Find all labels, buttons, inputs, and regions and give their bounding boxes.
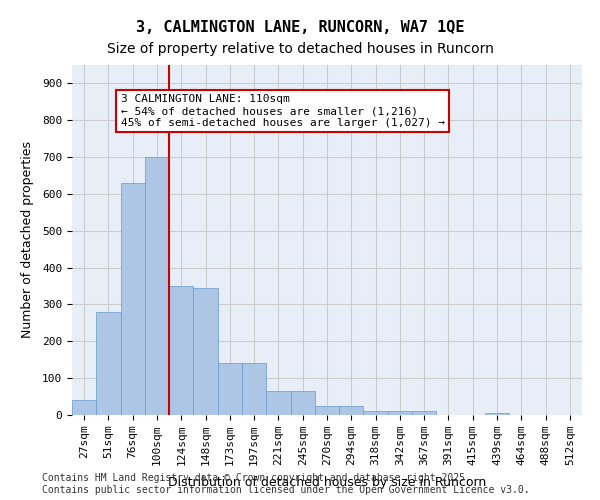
Bar <box>193 288 218 415</box>
Bar <box>315 406 339 415</box>
Bar <box>96 312 121 415</box>
Bar <box>266 391 290 415</box>
Bar <box>72 400 96 415</box>
Text: 3 CALMINGTON LANE: 110sqm
← 54% of detached houses are smaller (1,216)
45% of se: 3 CALMINGTON LANE: 110sqm ← 54% of detac… <box>121 94 445 128</box>
X-axis label: Distribution of detached houses by size in Runcorn: Distribution of detached houses by size … <box>168 476 486 490</box>
Bar <box>388 412 412 415</box>
Text: 3, CALMINGTON LANE, RUNCORN, WA7 1QE: 3, CALMINGTON LANE, RUNCORN, WA7 1QE <box>136 20 464 35</box>
Bar <box>169 286 193 415</box>
Y-axis label: Number of detached properties: Number of detached properties <box>20 142 34 338</box>
Text: Size of property relative to detached houses in Runcorn: Size of property relative to detached ho… <box>107 42 493 56</box>
Text: Contains HM Land Registry data © Crown copyright and database right 2025.
Contai: Contains HM Land Registry data © Crown c… <box>42 474 530 495</box>
Bar <box>364 412 388 415</box>
Bar <box>145 157 169 415</box>
Bar <box>218 364 242 415</box>
Bar <box>242 364 266 415</box>
Bar <box>290 391 315 415</box>
Bar <box>339 406 364 415</box>
Bar <box>485 413 509 415</box>
Bar <box>121 183 145 415</box>
Bar <box>412 412 436 415</box>
